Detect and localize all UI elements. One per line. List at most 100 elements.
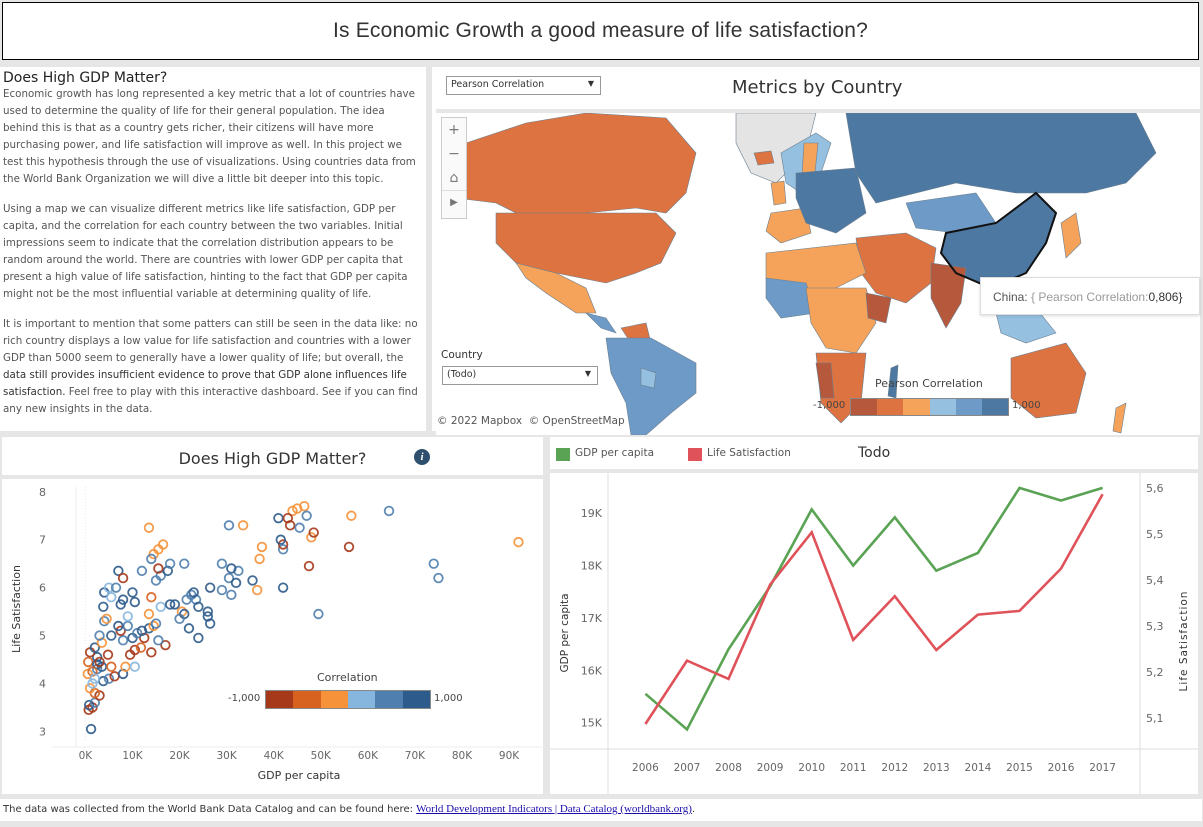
scatter-point[interactable] <box>89 642 101 653</box>
country-iceland[interactable] <box>753 150 775 166</box>
scatter-point[interactable] <box>146 647 157 658</box>
scatter-point[interactable] <box>226 589 237 601</box>
scatter-point[interactable] <box>94 630 105 641</box>
scatter-point[interactable] <box>135 642 147 653</box>
scatter-point[interactable] <box>106 592 117 603</box>
country-canada-alaska[interactable] <box>455 113 697 224</box>
scatter-point[interactable] <box>153 635 164 646</box>
scatter-point[interactable] <box>252 584 263 596</box>
scatter-point[interactable] <box>89 697 101 708</box>
scatter-point[interactable] <box>83 656 94 668</box>
metric-select[interactable]: Pearson Correlation ▼ <box>446 76 601 95</box>
scatter-point[interactable] <box>273 512 284 524</box>
scatter-point[interactable] <box>275 534 286 545</box>
scatter-point[interactable] <box>216 558 228 569</box>
scatter-point[interactable] <box>193 632 204 644</box>
scatter-point[interactable] <box>110 582 122 593</box>
scatter-point[interactable] <box>129 644 141 656</box>
scatter-point[interactable] <box>383 505 395 517</box>
country-australia[interactable] <box>1010 342 1087 419</box>
scatter-point[interactable] <box>428 558 439 569</box>
scatter-point[interactable] <box>146 553 157 565</box>
scatter-point[interactable] <box>204 582 216 593</box>
scatter-point[interactable] <box>223 572 235 584</box>
line-life-satisfaction[interactable] <box>644 493 1104 725</box>
scatter-point[interactable] <box>169 599 181 610</box>
scatter-point[interactable] <box>308 527 319 538</box>
country-bolivia[interactable] <box>640 367 657 389</box>
country-usa[interactable] <box>495 212 677 284</box>
country-east-africa[interactable] <box>865 292 892 324</box>
scatter-point[interactable] <box>143 608 155 620</box>
scatter-point[interactable] <box>284 520 296 531</box>
scatter-point[interactable] <box>303 560 315 572</box>
scatter-point[interactable] <box>313 608 324 620</box>
country-new-zealand[interactable] <box>1112 402 1127 434</box>
scatter-point[interactable] <box>179 558 190 569</box>
scatter-point[interactable] <box>103 582 115 593</box>
scatter-point[interactable] <box>157 539 169 550</box>
scatter-point[interactable] <box>106 630 117 641</box>
scatter-point[interactable] <box>102 649 114 660</box>
scatter-point[interactable] <box>174 613 185 624</box>
scatter-point[interactable] <box>94 656 105 668</box>
scatter-point[interactable] <box>148 620 159 632</box>
scatter-point[interactable] <box>277 544 289 555</box>
info-icon[interactable]: i <box>414 449 430 465</box>
scatter-point[interactable] <box>193 601 204 613</box>
scatter-point[interactable] <box>294 522 305 533</box>
scatter-point[interactable] <box>343 541 355 553</box>
scatter-point[interactable] <box>113 620 124 632</box>
scatter-point[interactable] <box>117 635 129 646</box>
scatter-point[interactable] <box>164 599 176 610</box>
scatter-point[interactable] <box>188 587 199 598</box>
scatter-point[interactable] <box>113 565 124 577</box>
scatter-point[interactable] <box>150 618 162 629</box>
country-india[interactable] <box>930 262 967 329</box>
scatter-point[interactable] <box>202 606 213 617</box>
country-west-africa[interactable] <box>765 277 817 319</box>
scatter-point[interactable] <box>223 520 235 531</box>
scatter-point[interactable] <box>155 601 166 613</box>
scatter-point[interactable] <box>103 673 115 684</box>
country-central-africa[interactable] <box>805 287 877 354</box>
scatter-point[interactable] <box>117 572 129 584</box>
scatter-point[interactable] <box>89 673 101 684</box>
home-icon[interactable]: ⌂ <box>449 170 459 186</box>
scatter-point[interactable] <box>186 589 197 601</box>
scatter-point[interactable] <box>153 563 164 574</box>
scatter-point[interactable] <box>346 510 357 521</box>
scatter-point[interactable] <box>254 553 265 565</box>
expand-arrow-icon[interactable]: ▶ <box>442 190 466 215</box>
scatter-point[interactable] <box>129 596 141 608</box>
country-uk[interactable] <box>770 180 787 206</box>
scatter-point[interactable] <box>99 615 110 627</box>
scatter-point[interactable] <box>513 536 524 548</box>
country-japan[interactable] <box>1060 212 1082 259</box>
scatter-point[interactable] <box>164 558 176 569</box>
scatter-point[interactable] <box>433 572 444 584</box>
country-russia[interactable] <box>845 113 1157 204</box>
scatter-point[interactable] <box>226 563 237 574</box>
scatter-point[interactable] <box>122 611 133 622</box>
country-middle-east[interactable] <box>855 232 937 304</box>
scatter-point[interactable] <box>146 592 157 603</box>
scatter-point[interactable] <box>299 500 310 512</box>
legend-label-gdp[interactable]: GDP per capita <box>575 447 655 459</box>
legend-label-life[interactable]: Life Satisfaction <box>707 447 791 459</box>
scatter-point[interactable] <box>183 623 195 634</box>
zoom-in-button[interactable]: + <box>448 122 460 138</box>
scatter-point[interactable] <box>247 575 258 586</box>
scatter-point[interactable] <box>106 661 117 672</box>
country-europe-east[interactable] <box>795 167 867 234</box>
scatter-point[interactable] <box>83 699 95 711</box>
world-map[interactable] <box>436 109 1200 435</box>
worldbank-link[interactable]: World Development Indicators | Data Cata… <box>416 803 692 815</box>
scatter-point[interactable] <box>256 541 268 553</box>
zoom-out-button[interactable]: − <box>448 146 460 162</box>
scatter-point[interactable] <box>160 639 171 651</box>
scatter-point[interactable] <box>91 659 103 670</box>
scatter-point[interactable] <box>127 587 138 598</box>
scatter-point[interactable] <box>202 611 213 622</box>
scatter-point[interactable] <box>301 510 312 521</box>
